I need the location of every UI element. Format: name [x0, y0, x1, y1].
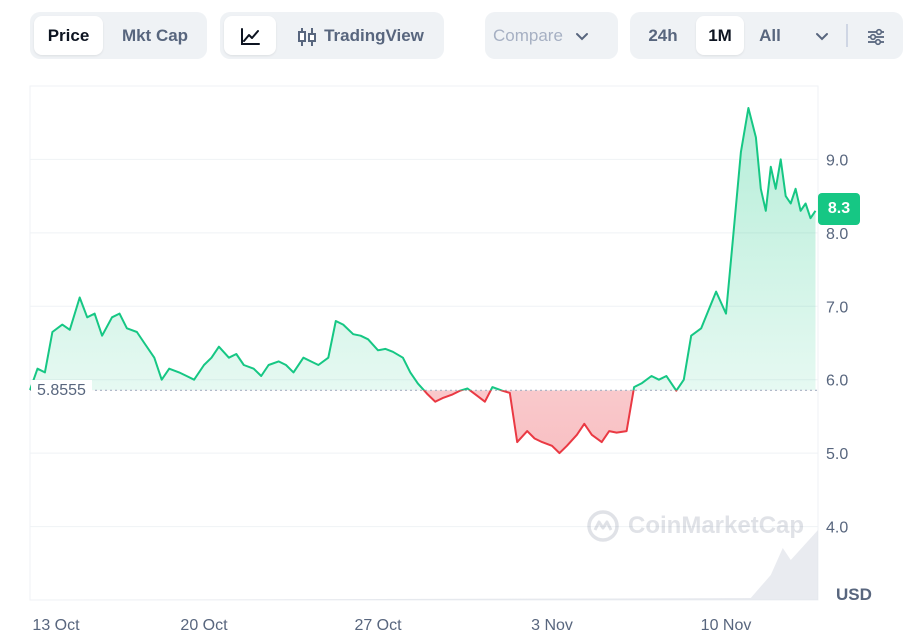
- tradingview-button[interactable]: TradingView: [282, 16, 438, 55]
- compare-text: Compare: [493, 26, 563, 45]
- current-price-tag: 8.3: [818, 193, 860, 225]
- tradingview-label: TradingView: [324, 26, 424, 45]
- x-tick-label: 3 Nov: [531, 617, 573, 634]
- chevron-down-icon: [575, 32, 588, 40]
- range-1m[interactable]: 1M: [696, 16, 744, 55]
- range-all[interactable]: All: [759, 26, 781, 45]
- watermark: CoinMarketCap: [586, 509, 804, 543]
- mktcap-tab[interactable]: Mkt Cap: [121, 26, 189, 45]
- price-tab[interactable]: Price: [34, 16, 103, 55]
- area-fill-below-baseline: [424, 390, 677, 454]
- y-tick-label: 9.0: [826, 152, 848, 169]
- price-line-up: [29, 107, 817, 391]
- coinmarketcap-logo-icon: [587, 510, 619, 542]
- line-chart-button[interactable]: [224, 16, 276, 55]
- candlestick-icon: [298, 27, 317, 46]
- range-divider: [846, 24, 848, 47]
- settings-button[interactable]: [856, 16, 896, 55]
- compare-label: Compare: [493, 16, 613, 55]
- metric-toggle: Price Mkt Cap: [30, 12, 207, 59]
- x-tick-label: 10 Nov: [701, 617, 752, 634]
- sliders-icon: [868, 28, 884, 45]
- y-tick-label: 6.0: [826, 373, 848, 390]
- x-tick-label: 20 Oct: [180, 617, 228, 634]
- chart-type-toggle: TradingView: [220, 12, 444, 59]
- range-toggle: 24h 1M All: [630, 12, 903, 59]
- y-tick-label: 7.0: [826, 299, 848, 316]
- y-tick-label: 4.0: [826, 520, 848, 537]
- range-more-button[interactable]: [804, 16, 840, 55]
- price-line-down: [30, 390, 678, 455]
- y-tick-label: 5.0: [826, 446, 848, 463]
- currency-label: USD: [836, 585, 872, 604]
- range-24h[interactable]: 24h: [648, 26, 678, 45]
- y-tick-label: 8.0: [826, 226, 848, 243]
- chevron-down-icon: [816, 32, 828, 40]
- line-chart-icon: [241, 27, 260, 45]
- x-tick-label: 27 Oct: [354, 617, 402, 634]
- watermark-text: CoinMarketCap: [628, 512, 805, 539]
- baseline-price-label: 5.8555: [31, 380, 92, 402]
- area-fill-above-baseline: [30, 108, 816, 391]
- x-tick-label: 13 Oct: [32, 617, 80, 634]
- compare-dropdown[interactable]: Compare: [485, 12, 618, 59]
